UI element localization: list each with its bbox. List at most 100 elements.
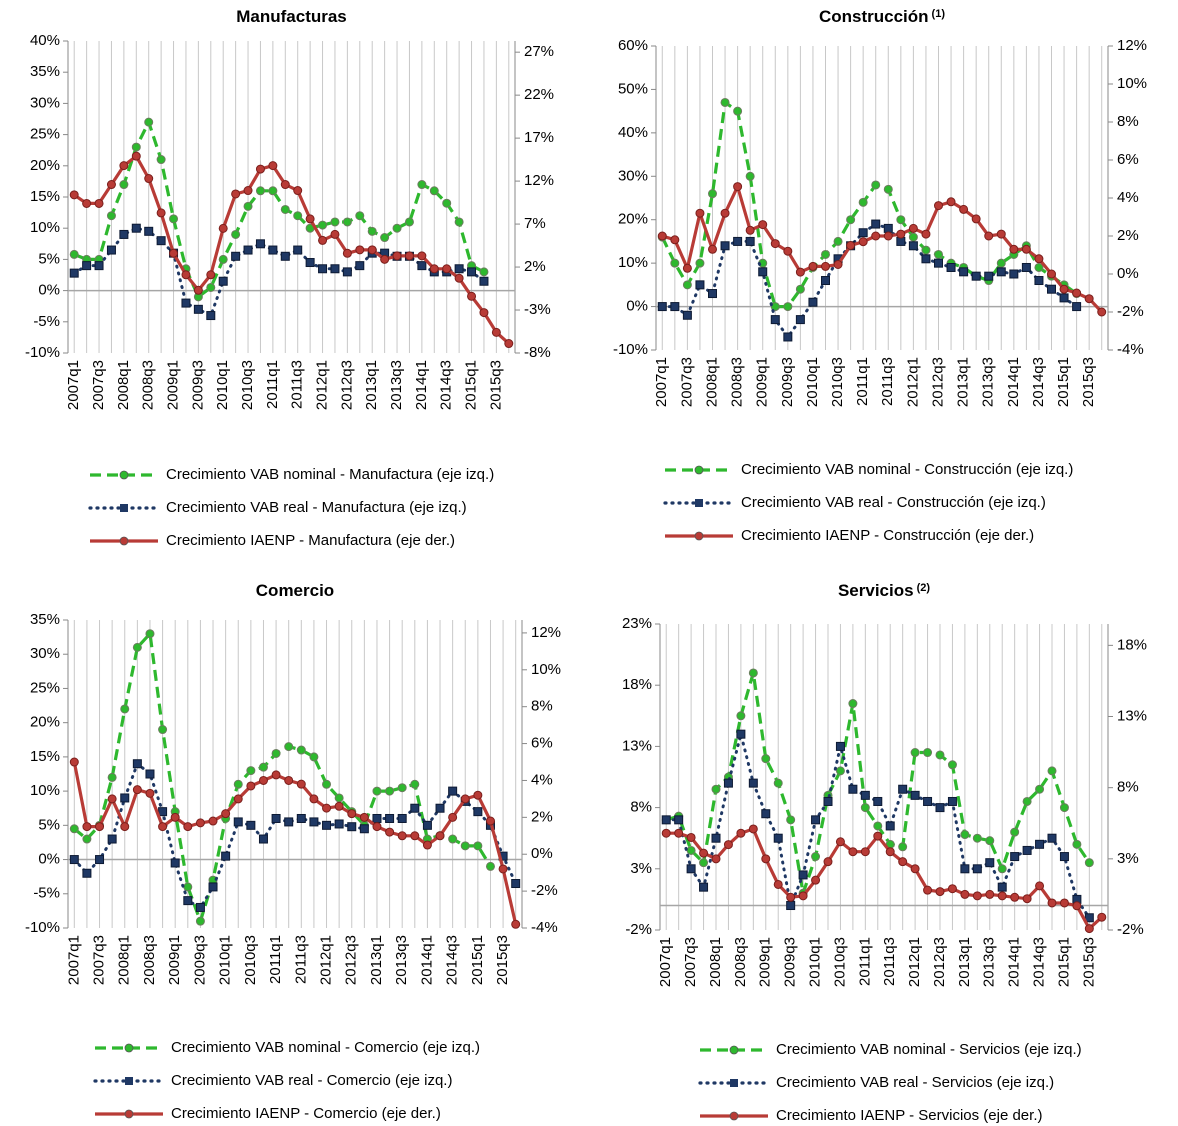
y-tick-label: 18% — [622, 676, 652, 693]
marker — [355, 211, 365, 221]
x-tick-label: 2007q3 — [678, 357, 695, 407]
marker — [786, 901, 796, 911]
marker — [858, 237, 868, 247]
marker — [367, 245, 377, 255]
marker — [997, 891, 1007, 901]
marker — [674, 815, 684, 825]
marker — [959, 267, 969, 277]
marker — [485, 816, 495, 826]
marker — [183, 822, 193, 832]
marker — [322, 779, 332, 789]
x-tick-label: 2015q3 — [487, 360, 504, 410]
marker — [821, 276, 830, 286]
marker — [342, 248, 352, 258]
marker — [243, 201, 253, 211]
marker — [246, 781, 256, 791]
series-line — [73, 154, 510, 345]
marker — [82, 868, 92, 878]
marker — [723, 840, 733, 850]
marker — [1084, 924, 1094, 934]
marker — [934, 258, 943, 268]
marker — [169, 214, 179, 224]
y2-tick-label: -4% — [531, 919, 558, 936]
x-tick-label: 2009q1 — [165, 360, 182, 410]
marker — [208, 882, 218, 892]
chart-title: Comercio — [256, 581, 334, 600]
marker — [946, 262, 956, 272]
x-tick-label: 2011q3 — [289, 360, 306, 409]
marker — [218, 254, 228, 264]
marker — [106, 180, 116, 190]
marker — [921, 245, 931, 255]
marker — [798, 891, 808, 901]
marker — [1084, 858, 1094, 868]
marker — [984, 231, 994, 241]
marker — [318, 235, 328, 245]
marker — [106, 245, 116, 255]
marker — [811, 875, 821, 885]
marker — [711, 854, 721, 864]
marker — [271, 813, 281, 823]
marker — [417, 261, 427, 271]
y-tick-label: 15% — [30, 748, 60, 765]
marker — [1034, 262, 1044, 272]
marker — [695, 280, 705, 290]
marker — [821, 249, 830, 259]
x-tick-label: 2012q3 — [929, 357, 946, 407]
marker — [479, 308, 489, 318]
y-tick-label: 20% — [30, 714, 60, 731]
marker — [770, 239, 780, 249]
x-tick-label: 2012q3 — [931, 937, 948, 987]
y-tick-label: 10% — [30, 782, 60, 799]
marker — [883, 223, 893, 233]
marker — [372, 786, 382, 796]
x-tick-label: 2008q1 — [115, 360, 132, 410]
marker — [206, 270, 216, 280]
marker — [296, 745, 306, 755]
x-tick-label: 2015q3 — [1080, 937, 1097, 987]
x-tick-label: 2010q1 — [214, 360, 231, 410]
x-tick-label: 2013q3 — [981, 937, 998, 987]
marker — [997, 882, 1007, 892]
marker — [410, 779, 420, 789]
y-tick-label: 10% — [30, 219, 60, 236]
marker — [318, 264, 328, 274]
marker — [231, 229, 241, 239]
x-tick-label: 2014q1 — [413, 360, 430, 410]
marker — [473, 807, 483, 817]
x-tick-label: 2015q3 — [494, 935, 511, 985]
marker — [873, 821, 883, 831]
marker — [334, 819, 344, 829]
marker — [711, 784, 721, 794]
x-tick-label: 2008q3 — [140, 360, 157, 410]
marker — [94, 198, 104, 208]
marker — [1009, 244, 1019, 254]
marker — [871, 219, 881, 229]
marker — [258, 762, 268, 772]
y2-tick-label: 12% — [531, 624, 561, 641]
x-tick-label: 2013q3 — [388, 360, 405, 410]
marker — [699, 848, 709, 858]
marker — [1035, 881, 1045, 891]
marker — [736, 828, 746, 838]
marker — [467, 267, 477, 277]
marker — [935, 887, 945, 897]
marker — [170, 858, 180, 868]
marker — [82, 822, 92, 832]
marker — [158, 807, 168, 817]
marker — [218, 276, 228, 286]
marker — [720, 241, 730, 251]
y-tick-label: 50% — [618, 80, 648, 97]
x-tick-label: 2007q3 — [682, 937, 699, 987]
marker — [144, 174, 154, 184]
marker — [773, 833, 783, 843]
marker — [296, 779, 306, 789]
marker — [1072, 901, 1082, 911]
legend-label: Crecimiento VAB real - Comercio (eje izq… — [171, 1072, 452, 1089]
marker — [835, 837, 845, 847]
marker — [131, 151, 141, 161]
x-tick-label: 2011q3 — [879, 357, 896, 406]
marker — [1097, 307, 1107, 317]
marker — [699, 882, 709, 892]
marker — [745, 171, 755, 181]
